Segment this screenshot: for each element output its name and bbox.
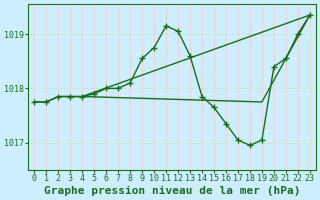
X-axis label: Graphe pression niveau de la mer (hPa): Graphe pression niveau de la mer (hPa) (44, 186, 300, 196)
